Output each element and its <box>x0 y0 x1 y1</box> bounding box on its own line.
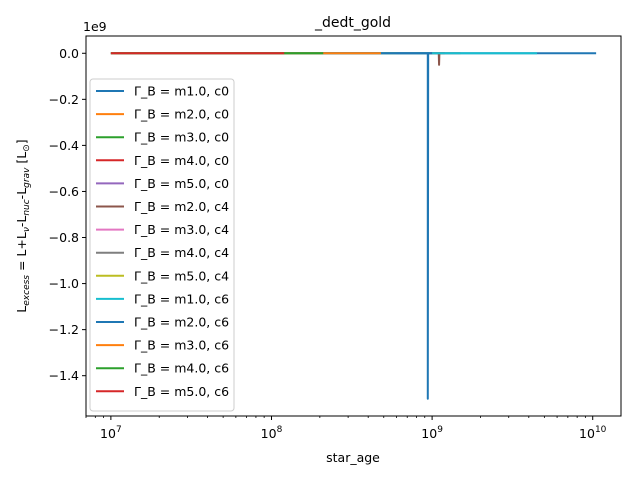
y-tick-label: −0.4 <box>49 138 79 153</box>
y-tick-label: 0.0 <box>59 46 79 61</box>
chart-title: _dedt_gold <box>314 15 391 31</box>
y-tick-label: −0.2 <box>49 92 79 107</box>
y-tick-label: −0.6 <box>49 184 79 199</box>
legend-label: Γ_B = m1.0, c6 <box>134 291 229 306</box>
axis-ticks: 107 108 109 1010 0.0 −0.2 −0.4 −0.6 −0.8 −1.0 −1.2… <box>49 46 607 441</box>
x-tick-label: 108 <box>261 425 283 441</box>
legend: Γ_B = m1.0, c0 Γ_B = m2.0, c0 Γ_B = m3.0, … <box>89 78 235 412</box>
legend-label: Γ_B = m3.0, c0 <box>134 130 229 145</box>
legend-box <box>89 78 235 412</box>
legend-label: Γ_B = m2.0, c0 <box>134 107 229 122</box>
x-tick-label: 107 <box>100 425 122 441</box>
x-axis-label: star_age <box>326 450 380 465</box>
y-tick-label: −1.0 <box>49 276 79 291</box>
legend-label: Γ_B = m4.0, c6 <box>134 361 229 376</box>
legend-label: Γ_B = m5.0, c4 <box>134 268 229 283</box>
plot-frame <box>85 35 622 417</box>
legend-label: Γ_B = m2.0, c6 <box>134 315 229 330</box>
legend-label: Γ_B = m3.0, c6 <box>134 338 229 353</box>
y-tick-label: −0.8 <box>49 230 79 245</box>
legend-label: Γ_B = m2.0, c4 <box>134 199 229 214</box>
x-tick-label: 109 <box>421 425 443 441</box>
legend-label: Γ_B = m1.0, c0 <box>134 84 229 99</box>
y-tick-label: −1.4 <box>49 368 79 383</box>
legend-items: Γ_B = m1.0, c0 Γ_B = m2.0, c0 Γ_B = m3.0, … <box>96 84 229 399</box>
legend-label: Γ_B = m5.0, c6 <box>134 384 229 399</box>
legend-label: Γ_B = m4.0, c4 <box>134 245 229 260</box>
x-tick-label: 1010 <box>579 425 607 441</box>
legend-label: Γ_B = m4.0, c0 <box>134 153 229 168</box>
legend-label: Γ_B = m3.0, c4 <box>134 222 229 237</box>
y-tick-label: −1.2 <box>49 322 79 337</box>
series-layer <box>110 52 597 400</box>
y-axis-multiplier: 1e9 <box>83 19 107 34</box>
legend-label: Γ_B = m5.0, c0 <box>134 176 229 191</box>
